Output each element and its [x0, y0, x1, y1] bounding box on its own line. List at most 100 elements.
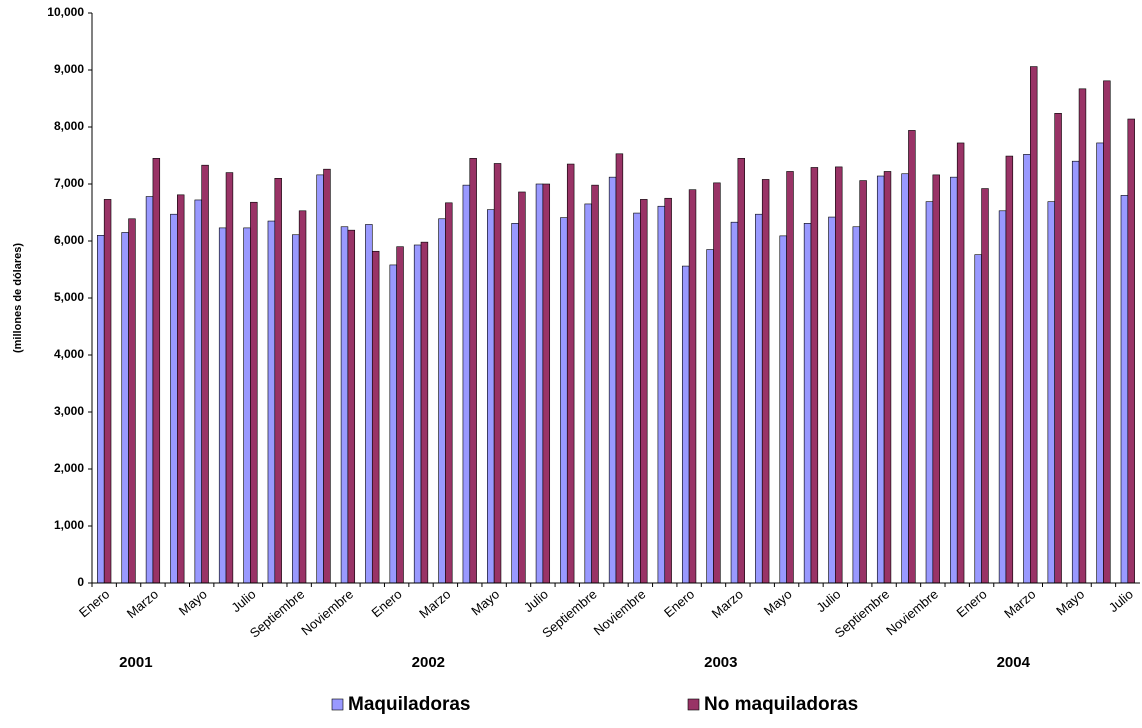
x-tick-label: Enero [953, 586, 989, 620]
x-tick-label: Septiembre [832, 586, 893, 640]
bar [828, 216, 836, 584]
x-tick-label: Mayo [468, 586, 502, 618]
bar [1023, 154, 1031, 584]
year-label: 2002 [412, 654, 445, 671]
bar [755, 213, 763, 584]
bar [1071, 160, 1080, 584]
bar [1054, 113, 1062, 584]
bar [876, 175, 885, 584]
bar [511, 223, 519, 584]
year-label: 2003 [704, 654, 737, 671]
bar [201, 164, 209, 584]
bar [323, 168, 331, 584]
bar [852, 226, 861, 584]
bar [535, 183, 544, 584]
x-tick-label: Julio [228, 586, 258, 615]
bar [925, 201, 934, 584]
bar [170, 213, 178, 584]
x-tick-label: Septiembre [539, 586, 600, 640]
x-tick-label: Marzo [709, 586, 746, 621]
y-tick-label: 2,000 [54, 461, 84, 475]
bar [518, 191, 526, 584]
bar [121, 232, 129, 584]
y-tick-label: 10,000 [47, 5, 84, 19]
bar [1127, 118, 1135, 584]
legend-label: Maquiladoras [348, 694, 470, 715]
y-tick-label: 3,000 [54, 404, 84, 418]
y-axis-label: (millones de dólares) [12, 243, 24, 353]
bar [681, 265, 690, 584]
bar [688, 189, 697, 584]
y-tick-label: 0 [77, 575, 84, 589]
bar [737, 158, 745, 584]
bar [591, 184, 599, 584]
x-tick-label: Enero [76, 586, 112, 620]
bar [640, 199, 648, 584]
bar [420, 241, 429, 584]
bar [1078, 88, 1087, 584]
bar [103, 199, 112, 584]
bar [560, 217, 568, 584]
x-tick-label: Enero [661, 586, 697, 620]
bar [97, 235, 105, 584]
bar [956, 142, 965, 584]
x-tick-label: Julio [521, 586, 551, 615]
y-tick-label: 8,000 [54, 119, 84, 133]
x-tick-label: Mayo [1053, 586, 1087, 618]
x-tick-label: Julio [813, 586, 843, 615]
bar [608, 176, 617, 584]
bar [445, 202, 453, 584]
x-tick-label: Noviembre [883, 586, 941, 638]
bar [981, 188, 989, 584]
bar [487, 209, 495, 584]
x-tick-label: Noviembre [298, 586, 356, 638]
bar [713, 182, 721, 584]
y-tick-label: 6,000 [54, 233, 84, 247]
bar [932, 174, 940, 584]
bar [950, 176, 958, 584]
bar [225, 172, 234, 584]
y-tick-label: 7,000 [54, 176, 84, 190]
bar [371, 250, 380, 584]
bar [730, 221, 739, 584]
y-tick-label: 4,000 [54, 347, 84, 361]
x-tick-label: Mayo [761, 586, 795, 618]
bar [365, 224, 373, 584]
bar [859, 180, 867, 584]
bar [810, 167, 819, 584]
x-tick-label: Marzo [124, 586, 161, 621]
bar [298, 210, 307, 584]
bar [803, 223, 812, 584]
bar [243, 227, 251, 584]
year-label: 2001 [119, 654, 152, 671]
x-tick-label: Enero [369, 586, 405, 620]
y-tick-label: 5,000 [54, 290, 84, 304]
bar [340, 226, 349, 584]
bar [218, 227, 227, 584]
bar [1030, 66, 1038, 584]
x-tick-label: Marzo [1001, 586, 1038, 621]
bar [1047, 201, 1055, 584]
bar [177, 194, 185, 584]
bar [664, 197, 672, 584]
x-tick-label: Noviembre [591, 586, 649, 638]
bar [786, 171, 794, 584]
bar [316, 174, 324, 584]
y-tick-label: 9,000 [54, 62, 84, 76]
bar [1005, 155, 1014, 584]
bar [145, 196, 154, 584]
bar [584, 203, 592, 584]
bar [615, 153, 624, 584]
bar [152, 158, 161, 584]
bar [493, 163, 502, 584]
bar [633, 212, 641, 584]
x-tick-label: Septiembre [247, 586, 308, 640]
bar [438, 218, 446, 584]
bar [274, 178, 282, 584]
bar [998, 210, 1007, 584]
bar [267, 220, 276, 584]
legend-swatch [687, 698, 700, 711]
legend-swatch [331, 698, 344, 711]
bar [566, 163, 575, 584]
bar [347, 229, 356, 584]
